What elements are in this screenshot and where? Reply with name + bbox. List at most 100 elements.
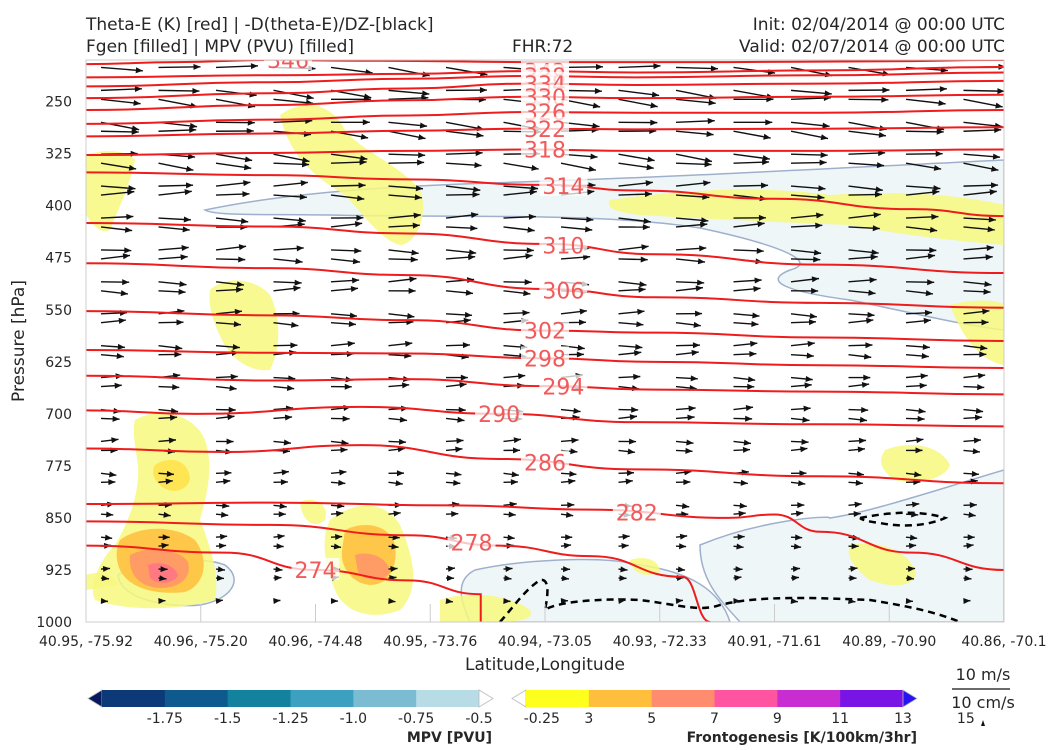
wind-vector-head <box>710 65 718 72</box>
wind-vector-head <box>338 479 346 486</box>
y-tick-label: 700 <box>45 407 72 423</box>
wind-vector-head <box>631 406 639 413</box>
y-tick-label: 475 <box>45 251 72 267</box>
fgen-region <box>630 558 660 575</box>
wind-vector-head <box>111 437 119 444</box>
wind-vector-head <box>508 511 516 518</box>
wind-vector-head <box>411 249 419 256</box>
wind-vector-head <box>459 381 467 388</box>
wind-vector-head <box>234 308 242 315</box>
wind-vector-head <box>219 533 228 540</box>
theta-e-contour-label: 314 <box>542 175 584 200</box>
contour-label-bg <box>521 450 569 473</box>
wind-vector-head <box>405 340 413 347</box>
wind-vector-head <box>790 598 798 605</box>
wind-vector-head <box>868 289 876 296</box>
theta-e-contour-label: 346 <box>267 49 309 74</box>
wind-vector-head <box>168 437 177 444</box>
x-tick-label: 40.93, -72.33 <box>613 634 707 650</box>
wind-vector-head <box>472 191 480 198</box>
wind-vector-head <box>584 226 593 233</box>
wind-vector-head <box>762 159 770 166</box>
wind-vector-head <box>637 308 645 315</box>
contour-label-bg <box>539 233 588 256</box>
wind-vector-head <box>102 565 111 572</box>
wind-vector-head <box>295 258 303 265</box>
wind-vector-head <box>529 189 537 196</box>
wind-vector-head <box>235 286 244 293</box>
wind-vector-head <box>579 308 587 315</box>
wind-vector-head <box>465 289 474 296</box>
colorbar-tick-label: 15 <box>957 711 975 727</box>
wind-vector-head <box>335 533 343 540</box>
wind-vector-head <box>701 217 709 224</box>
wind-vector-head <box>651 91 660 98</box>
wind-vector-head <box>247 119 255 126</box>
wind-vector-head <box>594 88 602 95</box>
wind-vector-head <box>756 247 764 254</box>
wind-vector-head <box>872 225 880 232</box>
wind-vector-head <box>568 478 576 485</box>
theta-e-contour-label: 278 <box>451 532 493 557</box>
forecast-hour: FHR:72 <box>512 37 574 57</box>
wind-vector-head <box>690 375 698 382</box>
wind-vector-head <box>587 189 595 196</box>
wind-vector-head <box>653 63 661 70</box>
wind-vector-head <box>412 222 420 229</box>
wind-vector-head <box>122 253 131 260</box>
wind-vector-head <box>749 351 757 358</box>
wind-vector-head <box>391 543 399 550</box>
wind-vector-head <box>467 254 476 261</box>
colorbar-tick-label: 5 <box>647 711 656 727</box>
wind-vector-head <box>625 478 633 485</box>
wind-vector-head <box>280 479 288 486</box>
colorbar-tick-label: -1.75 <box>147 711 183 727</box>
wind-vector-head <box>646 164 654 171</box>
wind-vector-head <box>473 186 481 193</box>
colorbar-swatch <box>478 689 494 708</box>
wind-vector-head <box>418 134 426 141</box>
fgen-region <box>608 189 1004 245</box>
theta-e-contour <box>86 544 482 622</box>
wind-vector-head <box>401 382 410 389</box>
wind-vector-head <box>975 407 984 414</box>
x-tick-label: 40.89, -70.90 <box>842 634 936 650</box>
wind-vector-head <box>679 533 688 540</box>
wind-vector-head <box>184 189 192 196</box>
wind-vector-head <box>645 180 653 187</box>
colorbar-tick-label: 9 <box>773 711 782 727</box>
wind-vector-head <box>753 286 761 292</box>
wind-vector-head <box>735 566 743 573</box>
wind-vector-head <box>181 245 189 252</box>
contour-label-bg <box>447 530 496 553</box>
wind-vector-head <box>754 277 762 284</box>
fgen-region <box>86 151 135 232</box>
wind-vector-head <box>108 479 116 486</box>
wind-vector-head <box>330 598 338 605</box>
wind-vector <box>158 66 201 69</box>
y-tick-label: 775 <box>45 459 72 475</box>
contour-label-bg <box>612 500 661 523</box>
wind-vector-head <box>700 221 708 228</box>
wind-vector-head <box>686 439 694 446</box>
wind-vector-head <box>513 447 521 454</box>
wind-vector-head <box>510 479 518 486</box>
wind-vector-head <box>869 277 877 284</box>
wind-vector-head <box>474 162 482 169</box>
wind-vector-head <box>306 93 314 100</box>
wind-vector-head <box>359 159 367 166</box>
colorbar-tick-label: -1.25 <box>272 711 308 727</box>
colorbar-swatch <box>102 690 166 707</box>
y-tick-label: 925 <box>45 563 72 579</box>
theta-e-contour-label: 282 <box>616 501 658 526</box>
wind-vector-head <box>850 565 858 572</box>
wind-vector-head <box>806 352 814 359</box>
wind-vector-head <box>762 155 770 162</box>
wind-vector-head <box>114 382 122 389</box>
wind-vector-head <box>350 285 359 292</box>
theta-e-contour-label: 298 <box>524 347 566 372</box>
contour-label-bg <box>475 401 524 424</box>
wind-vector-head <box>565 511 574 518</box>
wind-vector-head <box>122 279 130 286</box>
